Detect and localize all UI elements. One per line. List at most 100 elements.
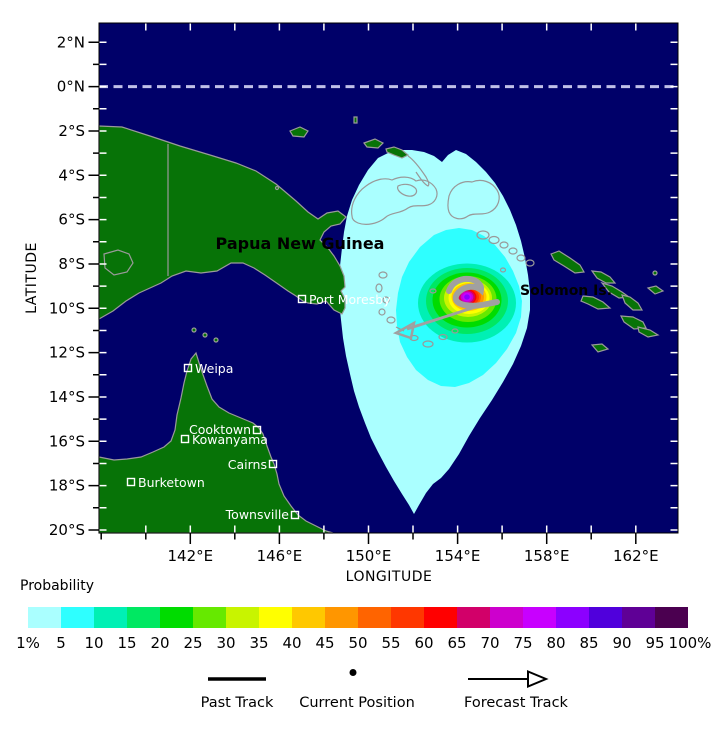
atoll-outline (422, 340, 434, 348)
cbar-label-30: 30 (216, 634, 235, 652)
x-tick-158e: 158°E (524, 547, 570, 565)
island-new-britain-east (363, 138, 385, 149)
city-label-kowanyama: Kowanyama (192, 432, 268, 447)
cbar-label-35: 35 (249, 634, 268, 652)
solomon-rennell (590, 343, 610, 353)
x-tick-154e: 154°E (435, 547, 481, 565)
colorbar-segments (28, 607, 688, 628)
cbar-label-25: 25 (183, 634, 202, 652)
cbar-seg-14 (457, 607, 490, 628)
y-tick-16s: 16°S (49, 432, 85, 450)
atoll-outline (375, 283, 383, 293)
city-square-cooktown (252, 425, 262, 435)
atoll-outline (429, 288, 437, 294)
cbar-seg-5 (160, 607, 193, 628)
city-label-cairns: Cairns (228, 457, 267, 472)
city-square-townsville (290, 510, 300, 520)
atoll-outline (508, 247, 518, 255)
cbar-seg-4 (127, 607, 160, 628)
cbar-label-75: 75 (513, 634, 532, 652)
city-label-weipa: Weipa (195, 361, 233, 376)
papua-new-guinea-land (98, 125, 347, 321)
land-masses (98, 116, 665, 534)
bougainville-side-outline (447, 179, 500, 220)
x-tick-146e: 146°E (257, 547, 303, 565)
bottom-inner-ticks (145, 525, 637, 533)
cbar-label-10: 10 (84, 634, 103, 652)
y-tick-8s: 8°S (58, 255, 85, 273)
cbar-seg-19 (622, 607, 655, 628)
left-inner-ticks (99, 41, 107, 531)
cbar-seg-11 (358, 607, 391, 628)
atoll-outline (386, 316, 396, 324)
city-label-cooktown: Cooktown (189, 422, 251, 437)
x-tick-142e: 142°E (167, 547, 213, 565)
cbar-label-100: 100% (669, 634, 712, 652)
city-label-burketown: Burketown (138, 475, 205, 490)
city-markers: Weipa Cooktown Kowanyama Cairns Burketow… (126, 292, 391, 522)
city-square-kowanyama (180, 434, 190, 444)
island-dot (191, 327, 197, 333)
y-tick-14s: 14°S (49, 388, 85, 406)
bottom-major-ticks (189, 533, 637, 544)
island-new-britain-west (289, 126, 309, 138)
cbar-seg-3 (94, 607, 127, 628)
past-track-line (446, 275, 500, 309)
cbar-label-5: 5 (56, 634, 66, 652)
cbar-seg-13 (424, 607, 457, 628)
cbar-seg-16 (523, 607, 556, 628)
y-tick-6s: 6°S (58, 211, 85, 229)
cbar-label-90: 90 (612, 634, 631, 652)
aru-islands (103, 249, 134, 276)
legend-label-past-track: Past Track (201, 695, 274, 711)
cbar-label-45: 45 (315, 634, 334, 652)
y-tick-12s: 12°S (49, 344, 85, 362)
cbar-seg-9 (292, 607, 325, 628)
atoll-outline (378, 308, 386, 316)
city-square-cairns (268, 459, 278, 469)
y-tick-0n: 0°N (57, 78, 85, 96)
solomon-malaita (621, 294, 644, 311)
legend-forecast-arrowhead (527, 670, 549, 688)
solomon-makira (637, 326, 660, 338)
cbar-label-40: 40 (282, 634, 301, 652)
reef-outlines (351, 155, 535, 348)
legend-label-forecast-track: Forecast Track (464, 695, 569, 711)
city-square-weipa (183, 363, 193, 373)
cbar-label-55: 55 (381, 634, 400, 652)
city-square-burketown (126, 477, 136, 487)
cbar-label-65: 65 (447, 634, 466, 652)
cbar-label-50: 50 (348, 634, 367, 652)
new-ireland-outline (407, 155, 430, 187)
atoll-outline (516, 254, 526, 262)
axis-labels: 2°N 0°N 2°S 4°S 6°S 8°S 10°S 12°S 14°S 1… (24, 33, 659, 585)
plot-frame (98, 22, 679, 534)
y-tick-2n: 2°N (57, 33, 85, 51)
cbar-label-80: 80 (546, 634, 565, 652)
cbar-seg-6 (193, 607, 226, 628)
cbar-label-60: 60 (414, 634, 433, 652)
forecast-track-line (406, 301, 489, 331)
island-small (353, 116, 358, 124)
cbar-label-85: 85 (579, 634, 598, 652)
map-plot: Weipa Cooktown Kowanyama Cairns Burketow… (98, 22, 679, 534)
cbar-seg-2 (61, 607, 94, 628)
city-label-port-moresby: Port Moresby (309, 292, 391, 307)
y-tick-4s: 4°S (58, 166, 85, 184)
legend-current-position-dot (349, 669, 357, 676)
cbar-label-15: 15 (117, 634, 136, 652)
solomon-new-georgia (580, 295, 612, 310)
atoll-outline (499, 267, 507, 273)
y-axis-title: LATITUDE (24, 242, 40, 314)
x-tick-150e: 150°E (346, 547, 392, 565)
new-britain-outline (351, 176, 438, 225)
island-dot (202, 332, 208, 338)
cbar-label-70: 70 (480, 634, 499, 652)
y-tick-10s: 10°S (49, 299, 85, 317)
y-tick-20s: 20°S (49, 521, 85, 539)
x-tick-162e: 162°E (613, 547, 659, 565)
cbar-seg-12 (391, 607, 424, 628)
cbar-seg-1 (28, 607, 61, 628)
cbar-label-95: 95 (645, 634, 664, 652)
left-major-ticks (88, 41, 99, 531)
